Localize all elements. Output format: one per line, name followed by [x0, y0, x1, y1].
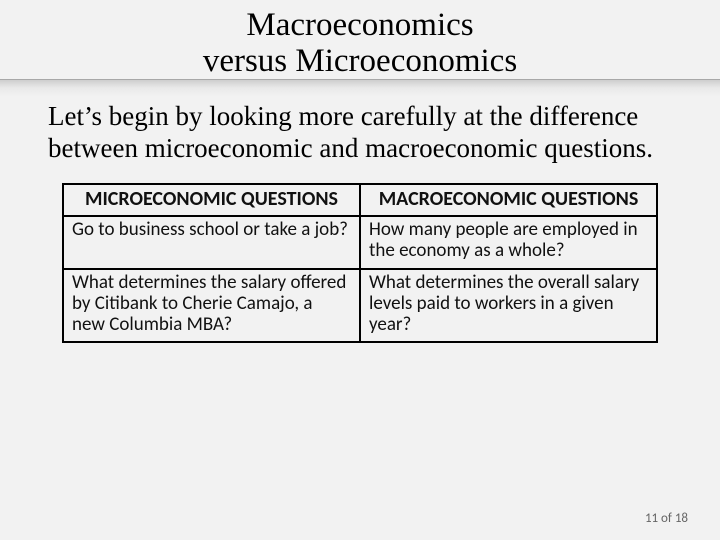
table-header-row: MICROECONOMIC QUESTIONS MACROECONOMIC QU…	[63, 184, 657, 216]
intro-paragraph: Let’s begin by looking more carefully at…	[0, 97, 720, 165]
col-header-macro: MACROECONOMIC QUESTIONS	[360, 184, 657, 216]
cell-micro: What determines the salary offered by Ci…	[63, 269, 360, 343]
title-underline	[0, 79, 720, 97]
slide-title: Macroeconomics versus Microeconomics	[0, 8, 720, 79]
table-row: What determines the salary offered by Ci…	[63, 269, 657, 343]
table-row: Go to business school or take a job? How…	[63, 216, 657, 269]
cell-micro: Go to business school or take a job?	[63, 216, 360, 269]
cell-macro: How many people are employed in the econ…	[360, 216, 657, 269]
cell-macro: What determines the overall salary level…	[360, 269, 657, 343]
title-line-2: versus Microeconomics	[203, 43, 517, 79]
col-header-micro: MICROECONOMIC QUESTIONS	[63, 184, 360, 216]
comparison-table: MICROECONOMIC QUESTIONS MACROECONOMIC QU…	[62, 183, 658, 343]
title-area: Macroeconomics versus Microeconomics	[0, 0, 720, 97]
comparison-table-wrap: MICROECONOMIC QUESTIONS MACROECONOMIC QU…	[0, 165, 720, 343]
title-line-1: Macroeconomics	[246, 7, 473, 43]
page-number: 11 of 18	[645, 511, 688, 526]
